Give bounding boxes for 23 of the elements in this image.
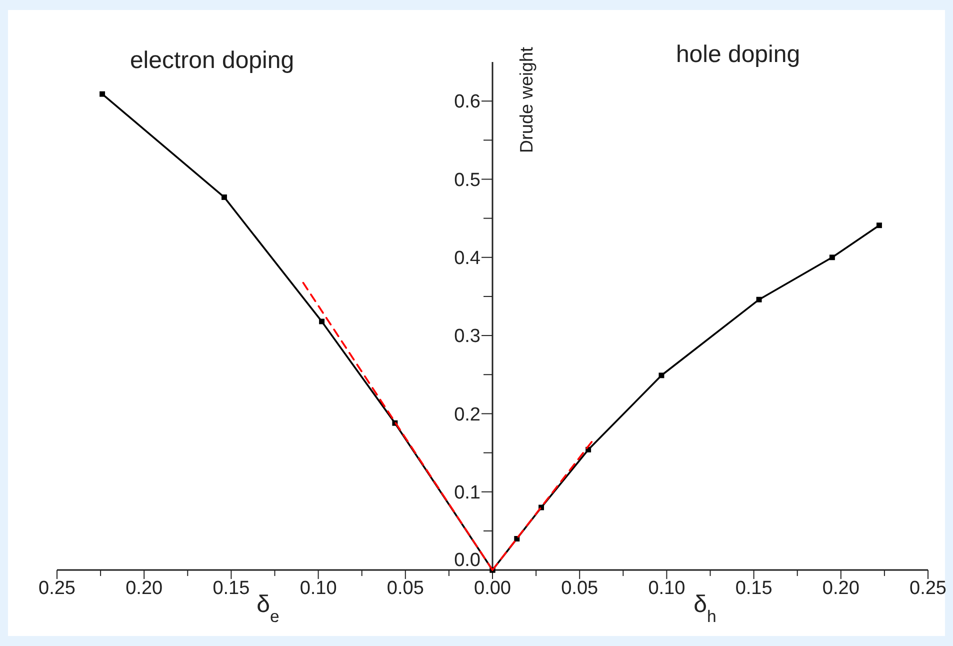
y-tick-label: 0.2 xyxy=(454,404,480,426)
x-tick-label: 0.15 xyxy=(735,578,772,599)
x-tick-label: 0.10 xyxy=(300,578,337,599)
x-tick-label: 0.00 xyxy=(474,578,511,599)
x-tick-label: 0.20 xyxy=(822,578,860,599)
y-tick-label: 0.4 xyxy=(454,248,481,270)
y-tick-label: 0.1 xyxy=(454,482,480,504)
x-tick-label: 0.25 xyxy=(38,578,76,599)
annotation: hole doping xyxy=(676,41,800,68)
x-tick-label: 0.10 xyxy=(648,578,686,599)
y-tick-label: 0.0 xyxy=(454,550,480,572)
x-tick-label: 0.25 xyxy=(910,578,946,599)
x-tick-label: 0.15 xyxy=(212,578,250,599)
x-tick-label: 0.05 xyxy=(386,578,424,599)
text: δ$_{e}$ xyxy=(256,591,280,626)
y-axis-title: Drude weight xyxy=(516,46,536,154)
annotation: electron doping xyxy=(130,47,294,74)
x-tick-label: 0.05 xyxy=(561,578,598,599)
y-tick-label: 0.6 xyxy=(454,92,480,113)
y-tick-label: 0.5 xyxy=(454,170,480,191)
text: δ$_{h}$ xyxy=(694,591,716,626)
y-tick-label: 0.3 xyxy=(454,326,480,348)
x-tick-label: 0.20 xyxy=(126,578,163,599)
